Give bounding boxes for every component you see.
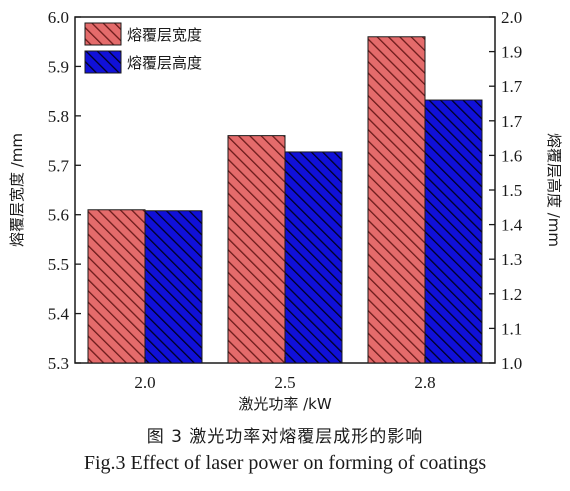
- bars-group: [87, 36, 483, 364]
- right-tick-label: 1.5: [501, 181, 522, 200]
- left-tick-label: 5.6: [48, 206, 69, 225]
- legend-label-height: 熔覆层高度: [127, 54, 202, 72]
- figure-caption-english: Fig.3 Effect of laser power on forming o…: [83, 452, 487, 474]
- left-tick-label: 5.3: [48, 354, 69, 373]
- right-tick-label: 1.4: [501, 216, 523, 235]
- right-tick-label: 1.9: [501, 43, 522, 62]
- left-tick-label: 5.9: [48, 57, 69, 76]
- x-tick-label: 2.8: [414, 373, 435, 392]
- figure-caption-chinese: 图 3 激光功率对熔覆层成形的影响: [146, 427, 424, 447]
- bar-height-2.8: [424, 99, 483, 364]
- bar-width-2.0: [87, 209, 146, 364]
- left-axis-ticks: 5.3 5.4 5.5 5.6 5.7 5.8 5.9 6.0: [48, 8, 81, 373]
- right-tick-label: 2.0: [501, 8, 522, 27]
- bar-height-2.5: [284, 151, 343, 364]
- left-tick-label: 5.8: [48, 107, 69, 126]
- left-tick-label: 5.4: [48, 305, 70, 324]
- bar-height-2.0: [144, 210, 203, 364]
- legend-swatch-width: [84, 22, 122, 46]
- right-axis-ticks: 1.0 1.1 1.2 1.3 1.4 1.5 1.6 1.7 1.7 1.9 2.0: [489, 8, 523, 373]
- bar-width-2.8: [367, 36, 426, 364]
- legend-label-width: 熔覆层宽度: [127, 26, 202, 44]
- bar-chart: 5.3 5.4 5.5 5.6 5.7 5.8 5.9 6.0 1.0 1.1 1.2 1.3 1.4…: [8, 8, 563, 413]
- right-tick-label: 1.2: [501, 285, 522, 304]
- x-axis-title: 激光功率 /kW: [238, 395, 332, 413]
- left-tick-label: 5.5: [48, 255, 69, 274]
- right-tick-label: 1.1: [501, 319, 522, 338]
- x-tick-label: 2.0: [134, 373, 155, 392]
- left-tick-label: 6.0: [48, 8, 69, 27]
- left-axis-title: 熔覆层宽度 /mm: [8, 133, 26, 247]
- right-tick-label: 1.0: [501, 354, 522, 373]
- x-axis-ticks: 2.0 2.5 2.8: [134, 357, 436, 392]
- left-tick-label: 5.7: [48, 156, 70, 175]
- right-axis-title: 熔覆层高度 /mm: [545, 133, 563, 247]
- right-tick-label: 1.3: [501, 250, 522, 269]
- right-tick-label: 1.6: [501, 146, 522, 165]
- legend: 熔覆层宽度 熔覆层高度: [84, 22, 202, 74]
- legend-swatch-height: [84, 50, 122, 74]
- right-tick-label: 1.7: [501, 77, 523, 96]
- x-tick-label: 2.5: [274, 373, 295, 392]
- bar-width-2.5: [227, 135, 286, 364]
- right-tick-label: 1.7: [501, 112, 523, 131]
